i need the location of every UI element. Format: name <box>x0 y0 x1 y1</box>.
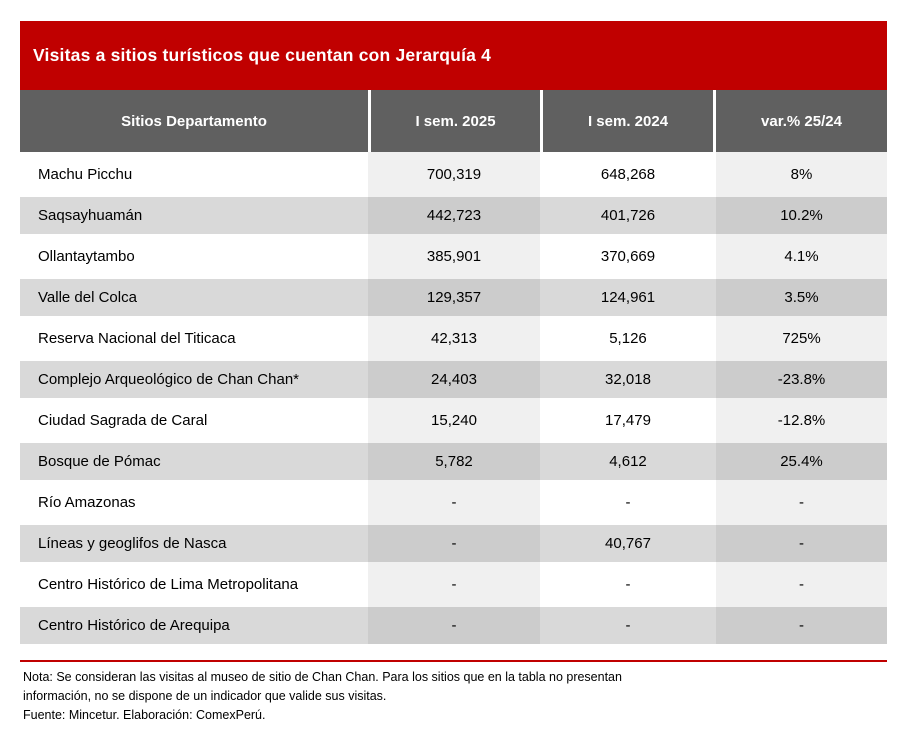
site-name-cell: Ciudad Sagrada de Caral <box>38 412 208 429</box>
column-header-sitios: Sitios Departamento <box>20 90 368 152</box>
sem-2024-value-cell: - <box>625 494 631 511</box>
sem-2025-value-cell: 15,240 <box>431 412 477 429</box>
table-row: Ciudad Sagrada de Caral 15,240 17,479 -1… <box>20 402 887 439</box>
var-pct-value-cell: - <box>799 576 804 593</box>
sem-2024-value-cell: - <box>625 576 631 593</box>
site-name-cell: Bosque de Pómac <box>38 453 161 470</box>
table-row: Río Amazonas - - - <box>20 484 887 521</box>
site-name-cell: Río Amazonas <box>38 494 136 511</box>
table-row: Líneas y geoglifos de Nasca - 40,767 - <box>20 525 887 562</box>
sem-2025-value-cell: 5,782 <box>435 453 473 470</box>
table-header-row: Sitios Departamento I sem. 2025 I sem. 2… <box>20 90 887 152</box>
var-pct-value-cell: - <box>799 617 804 634</box>
var-pct-value-cell: -12.8% <box>777 412 826 429</box>
sem-2025-value-cell: 442,723 <box>426 207 482 224</box>
table-row: Machu Picchu 700,319 648,268 8% <box>20 156 887 193</box>
table-row: Ollantaytambo 385,901 370,669 4.1% <box>20 238 887 275</box>
sem-2025-value-cell: - <box>451 576 457 593</box>
var-pct-value-cell: -23.8% <box>777 371 826 388</box>
column-header-sem-2024: I sem. 2024 <box>543 90 713 152</box>
table-row: Valle del Colca 129,357 124,961 3.5% <box>20 279 887 316</box>
sem-2025-value-cell: 700,319 <box>426 166 482 183</box>
sem-2025-value-cell: 129,357 <box>426 289 482 306</box>
footnote: Nota: Se consideran las visitas al museo… <box>20 668 887 725</box>
site-name-cell: Saqsayhuamán <box>38 207 143 224</box>
var-pct-value-cell: 4.1% <box>784 248 819 265</box>
table-row: Complejo Arqueológico de Chan Chan* 24,4… <box>20 361 887 398</box>
sem-2024-value-cell: 32,018 <box>605 371 651 388</box>
sem-2025-value-cell: 24,403 <box>431 371 477 388</box>
var-pct-value-cell: 725% <box>782 330 821 347</box>
site-name-cell: Líneas y geoglifos de Nasca <box>38 535 227 552</box>
var-pct-value-cell: - <box>799 494 804 511</box>
site-name-cell: Ollantaytambo <box>38 248 135 265</box>
title-bar: Visitas a sitios turísticos que cuentan … <box>20 21 887 90</box>
sem-2024-value-cell: 124,961 <box>600 289 656 306</box>
sem-2025-value-cell: 385,901 <box>426 248 482 265</box>
site-name-cell: Complejo Arqueológico de Chan Chan* <box>38 371 300 388</box>
sem-2024-value-cell: 40,767 <box>605 535 651 552</box>
var-pct-value-cell: 8% <box>790 166 813 183</box>
sem-2025-value-cell: 42,313 <box>431 330 477 347</box>
sem-2024-value-cell: 370,669 <box>600 248 656 265</box>
sem-2025-value-cell: - <box>451 617 457 634</box>
table-row: Bosque de Pómac 5,782 4,612 25.4% <box>20 443 887 480</box>
sem-2024-value-cell: 401,726 <box>600 207 656 224</box>
sem-2025-value-cell: - <box>451 535 457 552</box>
table-row: Centro Histórico de Lima Metropolitana -… <box>20 566 887 603</box>
footnote-line-2: información, no se dispone de un indicad… <box>23 689 387 703</box>
sem-2024-value-cell: - <box>625 617 631 634</box>
table-row: Centro Histórico de Arequipa - - - <box>20 607 887 644</box>
table-body: Machu Picchu 700,319 648,268 8% Saqsayhu… <box>20 152 887 644</box>
var-pct-value-cell: 25.4% <box>780 453 823 470</box>
var-pct-value-cell: - <box>799 535 804 552</box>
site-name-cell: Machu Picchu <box>38 166 133 183</box>
column-header-sem-2025: I sem. 2025 <box>371 90 540 152</box>
site-name-cell: Centro Histórico de Lima Metropolitana <box>38 576 299 593</box>
sem-2025-value-cell: - <box>451 494 457 511</box>
sem-2024-value-cell: 5,126 <box>609 330 647 347</box>
sem-2024-value-cell: 648,268 <box>600 166 656 183</box>
site-name-cell: Valle del Colca <box>38 289 137 306</box>
page-title: Visitas a sitios turísticos que cuentan … <box>33 45 492 65</box>
sem-2024-value-cell: 17,479 <box>605 412 651 429</box>
footer: Nota: Se consideran las visitas al museo… <box>20 660 887 725</box>
table-row: Reserva Nacional del Titicaca 42,313 5,1… <box>20 320 887 357</box>
table-row: Saqsayhuamán 442,723 401,726 10.2% <box>20 197 887 234</box>
sem-2024-value-cell: 4,612 <box>609 453 647 470</box>
var-pct-value-cell: 3.5% <box>784 289 819 306</box>
var-pct-value-cell: 10.2% <box>780 207 823 224</box>
site-name-cell: Reserva Nacional del Titicaca <box>38 330 236 347</box>
footnote-line-1: Nota: Se consideran las visitas al museo… <box>23 670 622 684</box>
column-header-var-pct: var.% 25/24 <box>716 90 887 152</box>
source-line: Fuente: Mincetur. Elaboración: ComexPerú… <box>23 708 266 722</box>
site-name-cell: Centro Histórico de Arequipa <box>38 617 230 634</box>
divider-rule <box>20 660 887 662</box>
